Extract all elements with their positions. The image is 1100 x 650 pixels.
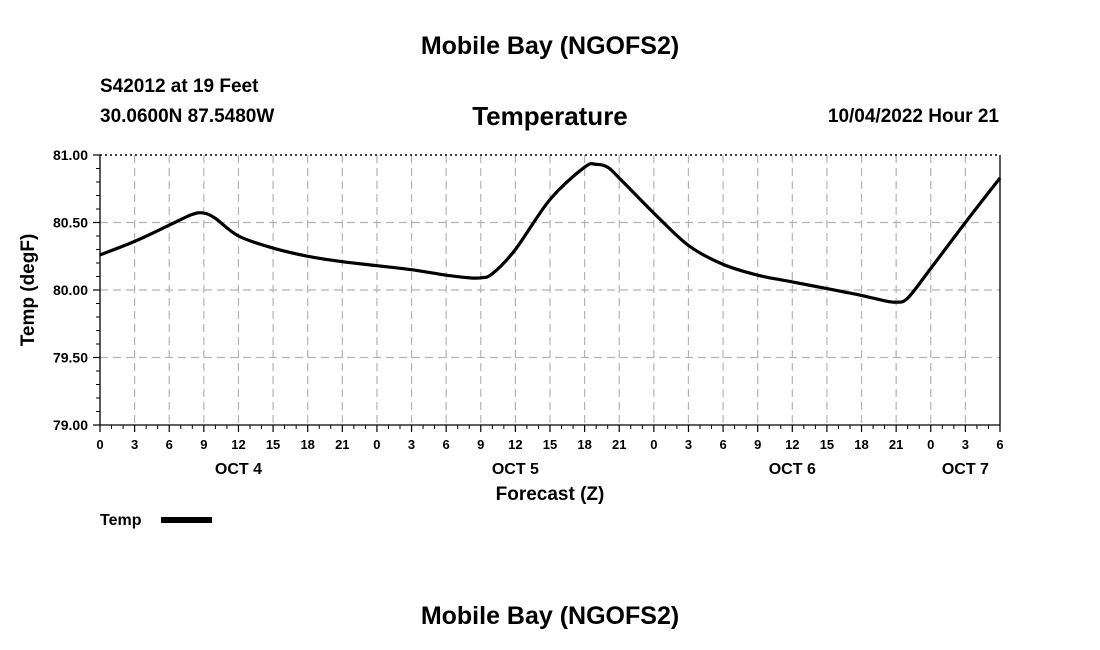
x-tick-label: 0 bbox=[927, 437, 934, 452]
day-label: OCT 6 bbox=[769, 461, 816, 478]
datetime-label: 10/04/2022 Hour 21 bbox=[827, 106, 999, 127]
x-tick-label: 21 bbox=[335, 437, 349, 452]
day-label: OCT 5 bbox=[492, 461, 539, 478]
x-tick-label: 6 bbox=[443, 437, 450, 452]
x-tick-label: 6 bbox=[719, 437, 726, 452]
x-tick-label: 9 bbox=[200, 437, 207, 452]
x-tick-label: 15 bbox=[820, 437, 834, 452]
x-tick-label: 12 bbox=[231, 437, 245, 452]
y-tick-label: 79.50 bbox=[53, 350, 88, 366]
x-tick-label: 18 bbox=[577, 437, 591, 452]
grid bbox=[100, 155, 1000, 425]
legend: Temp bbox=[100, 512, 212, 529]
x-tick-label: 18 bbox=[854, 437, 868, 452]
x-tick-label: 18 bbox=[300, 437, 314, 452]
x-tick-label: 3 bbox=[962, 437, 969, 452]
series-line-temp bbox=[99, 161, 1002, 304]
legend-label: Temp bbox=[100, 512, 142, 529]
x-tick-label: 0 bbox=[650, 437, 657, 452]
series bbox=[99, 161, 1002, 304]
page-title-bottom: Mobile Bay (NGOFS2) bbox=[420, 602, 680, 630]
x-tick-label: 15 bbox=[543, 437, 557, 452]
station-label: S42012 at 19 Feet bbox=[100, 76, 259, 97]
location-label: 30.0600N 87.5480W bbox=[100, 106, 275, 127]
y-tick-label: 80.50 bbox=[53, 215, 88, 231]
x-tick-label: 21 bbox=[889, 437, 903, 452]
y-tick-label: 79.00 bbox=[53, 417, 88, 433]
x-tick-label: 21 bbox=[612, 437, 626, 452]
x-tick-label: 6 bbox=[996, 437, 1003, 452]
x-tick-label: 9 bbox=[754, 437, 761, 452]
day-label: OCT 4 bbox=[215, 461, 262, 478]
y-axis-label: Temp (degF) bbox=[18, 234, 39, 347]
x-tick-label: 15 bbox=[266, 437, 280, 452]
axes bbox=[93, 154, 1001, 432]
x-tick-label: 0 bbox=[373, 437, 380, 452]
y-tick-label: 80.00 bbox=[53, 282, 88, 298]
x-tick-label: 0 bbox=[96, 437, 103, 452]
x-tick-label: 3 bbox=[685, 437, 692, 452]
y-tick-label: 81.00 bbox=[53, 147, 88, 163]
x-tick-label: 3 bbox=[131, 437, 138, 452]
x-tick-label: 3 bbox=[408, 437, 415, 452]
day-label: OCT 7 bbox=[942, 461, 989, 478]
x-tick-label: 6 bbox=[166, 437, 173, 452]
page-title-top: Mobile Bay (NGOFS2) bbox=[420, 32, 680, 60]
x-tick-label: 12 bbox=[508, 437, 522, 452]
tick-labels: 0 3 6 9 12 15 18 21 0 3 6 9 12 15 18 21 0 3 6 9 12 15 18 21 0 3 6 7… bbox=[53, 147, 1004, 478]
x-tick-label: 12 bbox=[785, 437, 799, 452]
x-tick-label: 9 bbox=[477, 437, 484, 452]
chart-title: Temperature bbox=[472, 101, 628, 131]
x-axis-label: Forecast (Z) bbox=[496, 484, 605, 505]
